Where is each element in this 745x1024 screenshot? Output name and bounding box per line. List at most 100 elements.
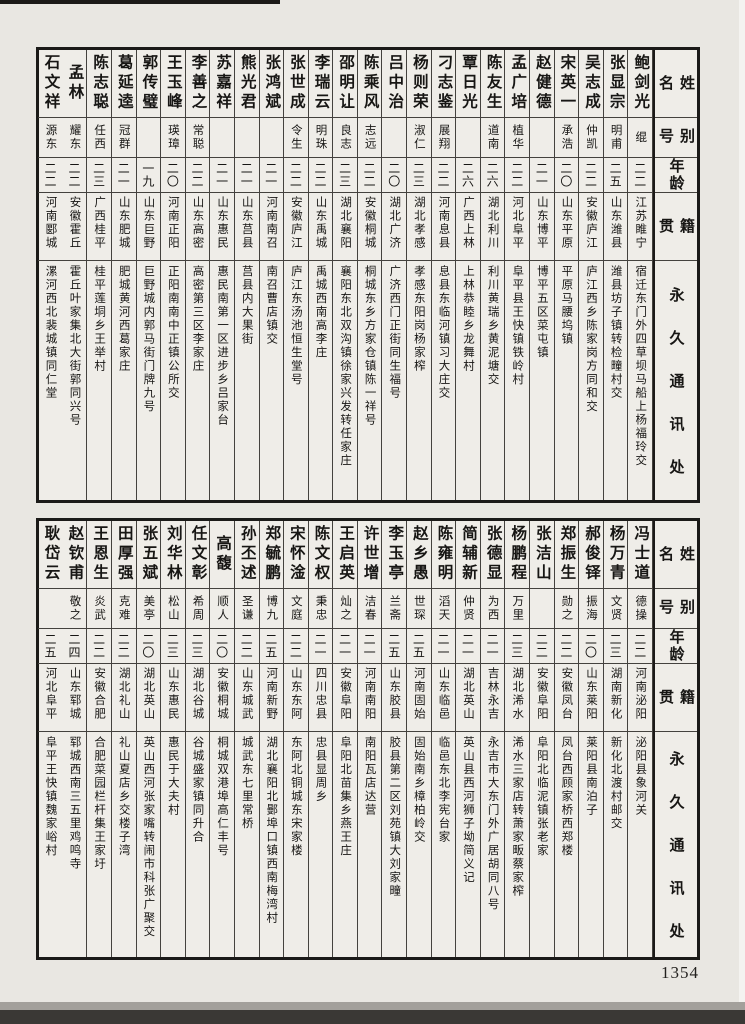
person-name: 王恩生: [91, 525, 109, 584]
person-alias: 为西: [486, 595, 499, 622]
person-native: 湖北利川: [486, 196, 499, 250]
person-alias: 常聪: [191, 124, 204, 151]
person-name: 张德显: [484, 525, 502, 584]
person-age: 二二: [509, 162, 524, 188]
person-address: 英山西河张家嘴转闹市科张广聚交: [142, 736, 155, 939]
directory-table-top: 姓名 别号 年龄 籍贯 永久通讯处 鲍剑光 绲 二二 江苏睢宁 宿迁东门外四草坝…: [36, 47, 700, 503]
person-column: 田厚强 克难 二二 湖北礼山 礼山夏店乡交楼子湾: [111, 521, 137, 957]
person-column: 吴志成 仲凯 二二 安徽庐江 庐江西乡陈家岗方同和交: [579, 50, 604, 500]
person-native: 山东惠民: [166, 667, 179, 721]
person-alias: 勋之: [560, 595, 573, 622]
person-native: 山东东阿: [289, 667, 302, 721]
person-address: 新化北渡村邮交: [609, 736, 622, 831]
person-native: 河南息县: [437, 196, 450, 250]
person-native: 河南南阳: [363, 667, 376, 721]
person-column: 孙丕述 圣谦 二二 山东城武 城武东七里常桥: [234, 521, 260, 957]
person-age: 二一: [435, 633, 450, 659]
person-address: 阜平王快镇魏家峪村: [44, 736, 57, 858]
person-address: 高密第三区李家庄: [191, 265, 204, 373]
person-name: 李瑞云: [312, 54, 330, 113]
person-age: 二〇: [558, 162, 573, 188]
person-age: 二二: [67, 162, 82, 188]
person-age: 二一: [263, 162, 278, 188]
person-address: 禹城西南高李庄: [314, 265, 327, 360]
person-age: 二一: [460, 633, 475, 659]
person-alias: 瑛璋: [166, 124, 179, 151]
person-name: 冯士道: [632, 525, 650, 584]
person-column: 赵乡愚 世琛 二五 河南固始 固始南乡樟柏岭交: [407, 521, 432, 957]
person-address: 巨野城内郭马街门牌九号: [142, 265, 155, 414]
person-column: 王玉峰 瑛璋 二〇 河南正阳 正阳南南中正镇公所交: [161, 50, 186, 500]
person-age: 二二: [288, 162, 303, 188]
person-native: 山东潍县: [609, 196, 622, 250]
person-age: 二一: [312, 633, 327, 659]
directory-table-bottom: 姓名 别号 年龄 籍贯 永久通讯处 冯士道 德操 二二 河南泌阳 泌阳县象河关 …: [36, 518, 700, 960]
person-address: 息县东临河镇习大庄交: [437, 265, 450, 400]
person-age: 二二: [362, 162, 377, 188]
person-alias: 耀东: [68, 124, 81, 151]
person-native: 湖北浠水: [511, 667, 524, 721]
person-column: 张显宗 明甫 二五 山东潍县 潍县坊子镇转检疃村交: [603, 50, 629, 500]
person-name: 邵明让: [337, 54, 355, 113]
person-name: 吕中治: [386, 54, 404, 113]
header-column: 姓名 别号 年龄 籍贯 永久通讯处: [653, 50, 697, 500]
scan-edge-artifact-right: [739, 0, 745, 1024]
person-alias: 明甫: [609, 124, 622, 151]
person-name: 孟广培: [509, 54, 527, 113]
header-age-label: 年龄: [667, 629, 684, 663]
person-column: 张世成 令生 二二 安徽庐江 庐江东汤池恒生堂号: [284, 50, 309, 500]
person-column: 张德显 为西 二一 吉林永吉 永吉市大东门外广居胡同八号: [480, 521, 506, 957]
person-address: 博平五区菜屯镇: [535, 265, 548, 360]
person-column: 吕中治 二〇 湖北广济 广济西门正街同生福号: [382, 50, 408, 500]
person-column: 邵明让 良志 二三 湖北襄阳 襄阳东北双沟镇徐家兴发转任家庄: [333, 50, 358, 500]
person-name: 耿岱云: [42, 525, 60, 584]
person-column: 李善之 常聪 二二 山东高密 高密第三区李家庄: [185, 50, 211, 500]
person-age: 二一: [239, 162, 254, 188]
person-native: 河南郾城: [44, 196, 57, 250]
person-name: 张洁山: [533, 525, 551, 584]
person-age: 二一: [362, 633, 377, 659]
person-name: 张五斌: [140, 525, 158, 584]
person-name: 张显宗: [607, 54, 625, 113]
person-address: 莒县内大果街: [240, 265, 253, 346]
person-address: 忠县显周乡: [314, 736, 327, 804]
person-column: 石文祥 源东 二二 河南郾城 漯河西北裴城镇同仁堂: [38, 50, 63, 500]
person-address: 庐江东汤池恒生堂号: [289, 265, 302, 387]
person-address: 合肥菜园栏杆集王家圩: [93, 736, 106, 871]
person-age: 二二: [288, 633, 303, 659]
person-column: 陈志聪 任西 二三 广西桂平 桂平莲垌乡王举村: [87, 50, 112, 500]
person-column: 李瑞云 明珠 二二 山东禹城 禹城西南高李庄: [308, 50, 334, 500]
person-name: 赵健德: [533, 54, 551, 113]
person-native: 山东博平: [535, 196, 548, 250]
person-address: 庐江西乡陈家岗方同和交: [585, 265, 598, 414]
person-age: 二〇: [214, 633, 229, 659]
person-age: 二六: [485, 162, 500, 188]
person-name: 郑振生: [558, 525, 576, 584]
person-column: 郝俊铎 振海 二〇 山东莱阳 莱阳县南泊子: [579, 521, 604, 957]
person-alias: 松山: [166, 595, 179, 622]
person-native: 山东平原: [560, 196, 573, 250]
person-address: 阜阳北临泥镇张老家: [535, 736, 548, 858]
person-name: 陈文权: [312, 525, 330, 584]
person-column: 杨则荣 淑仁 二三 湖北孝感 孝感东阳岗杨家榨: [407, 50, 432, 500]
person-native: 山东高密: [191, 196, 204, 250]
person-age: 二三: [411, 162, 426, 188]
person-native: 河南南召: [265, 196, 278, 250]
person-age: 二二: [312, 162, 327, 188]
person-name: 王启英: [337, 525, 355, 584]
person-column: 孟广培 植华 二二 河北阜平 阜平县王快镇铁岭村: [505, 50, 531, 500]
person-name: 宋怀淦: [287, 525, 305, 584]
person-column: 鲍剑光 绲 二二 江苏睢宁 宿迁东门外四草坝马船上杨福玲交: [628, 50, 653, 500]
person-native: 吉林永吉: [486, 667, 499, 721]
person-column: 任文彰 希周 二三 湖北谷城 谷城盛家镇同升合: [185, 521, 211, 957]
person-name: 刘华林: [164, 525, 182, 584]
person-name: 许世增: [361, 525, 379, 584]
person-alias: 良志: [339, 124, 352, 151]
person-alias: 承浩: [560, 124, 573, 151]
person-alias: 顺人: [216, 595, 229, 622]
person-name: 陈雍明: [435, 525, 453, 584]
person-native: 湖北英山: [142, 667, 155, 721]
person-native: 安徽凤台: [560, 667, 573, 721]
person-name: 李善之: [189, 54, 207, 113]
person-column: 孟林 耀东 二二 安徽霍丘 霍丘叶家集北大街郭同兴号: [62, 50, 88, 500]
